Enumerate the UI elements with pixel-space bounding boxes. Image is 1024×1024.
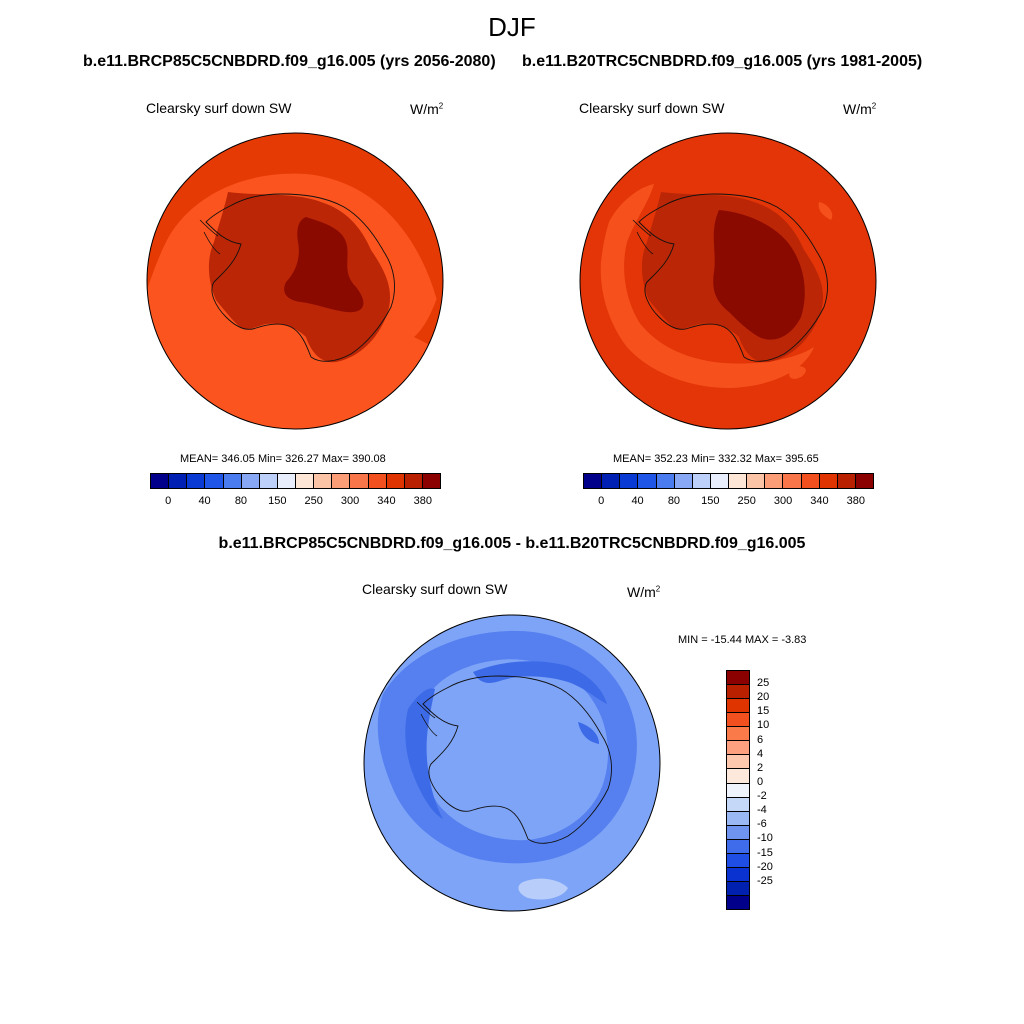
colorbar-tick-label: 380 bbox=[413, 495, 432, 507]
colorbar-tick-label: 40 bbox=[631, 495, 644, 507]
colorbar-swatch bbox=[332, 474, 351, 488]
colorbar-swatch bbox=[584, 474, 603, 488]
colorbar-swatch bbox=[727, 755, 749, 770]
colorbar-swatch bbox=[350, 474, 369, 488]
colorbar-swatch bbox=[368, 474, 387, 488]
colorbar-tick-label: 80 bbox=[234, 495, 248, 507]
colorbar-swatch bbox=[656, 474, 675, 488]
colorbar-swatch bbox=[837, 474, 856, 488]
colorbar-tick-label: 250 bbox=[737, 495, 756, 507]
colorbar-tick-label: 340 bbox=[810, 495, 829, 507]
colorbar-tick-label: -2 bbox=[757, 790, 767, 803]
colorbar-swatch bbox=[747, 474, 766, 488]
colorbar-tick-label: 20 bbox=[757, 691, 770, 704]
colorbar-tick-label: -20 bbox=[757, 860, 773, 873]
diff-polar-map bbox=[363, 614, 661, 912]
colorbar-tick-label: 150 bbox=[268, 495, 287, 507]
colorbar-tick-label: 6 bbox=[757, 733, 764, 746]
colorbar-swatch bbox=[674, 474, 693, 488]
colorbar-tick-label: 340 bbox=[377, 495, 396, 507]
colorbar-swatch bbox=[801, 474, 820, 488]
colorbar-swatch bbox=[187, 474, 206, 488]
colorbar-swatch bbox=[602, 474, 621, 488]
colorbar-swatch bbox=[727, 881, 749, 896]
colorbar-swatch bbox=[729, 474, 748, 488]
colorbar-tick-label: 2 bbox=[757, 761, 764, 774]
colorbar-swatch bbox=[223, 474, 242, 488]
colorbar-tick-label: -10 bbox=[757, 832, 773, 845]
colorbar-swatch bbox=[727, 727, 749, 742]
left-stats: MEAN= 346.05 Min= 326.27 Max= 390.08 bbox=[180, 453, 386, 465]
colorbar-swatch bbox=[727, 685, 749, 700]
colorbar-tick-label: -6 bbox=[757, 818, 767, 831]
right-run-title: b.e11.B20TRC5CNBDRD.f09_g16.005 (yrs 198… bbox=[522, 53, 923, 70]
colorbar-swatch bbox=[765, 474, 784, 488]
colorbar-swatch bbox=[727, 699, 749, 714]
colorbar-swatch bbox=[422, 474, 440, 488]
colorbar-swatch bbox=[855, 474, 873, 488]
colorbar-swatch bbox=[727, 853, 749, 868]
colorbar-tick-label: 0 bbox=[165, 495, 172, 507]
right-units: W/m2 bbox=[843, 101, 877, 117]
colorbar-tick-label: 0 bbox=[757, 775, 764, 788]
colorbar-tick-label: 300 bbox=[340, 495, 360, 507]
left-run-title: b.e11.BRCP85C5CNBDRD.f09_g16.005 (yrs 20… bbox=[83, 53, 496, 70]
colorbar-swatch bbox=[727, 867, 749, 882]
right-stats: MEAN= 352.23 Min= 332.32 Max= 395.65 bbox=[613, 453, 819, 465]
colorbar-tick-label: 80 bbox=[667, 495, 681, 507]
colorbar-swatch bbox=[692, 474, 711, 488]
colorbar-tick-label: 0 bbox=[598, 495, 605, 507]
colorbar-swatch bbox=[638, 474, 657, 488]
colorbar-tick-label: -15 bbox=[757, 846, 773, 859]
colorbar-swatch bbox=[727, 713, 749, 728]
colorbar-swatch bbox=[819, 474, 838, 488]
left-units: W/m2 bbox=[410, 101, 444, 117]
colorbar-swatch bbox=[296, 474, 315, 488]
colorbar-swatch bbox=[727, 839, 749, 854]
diff-variable-label: Clearsky surf down SW bbox=[362, 581, 508, 597]
diff-stats: MIN = -15.44 MAX = -3.83 bbox=[678, 634, 807, 646]
colorbar-swatch bbox=[241, 474, 260, 488]
diff-colorbar bbox=[726, 670, 750, 910]
colorbar-tick-label: 150 bbox=[701, 495, 720, 507]
colorbar-swatch bbox=[727, 783, 749, 798]
colorbar-swatch bbox=[151, 474, 170, 488]
colorbar-tick-label: -25 bbox=[757, 874, 773, 887]
left-variable-label: Clearsky surf down SW bbox=[146, 100, 292, 116]
colorbar-swatch bbox=[620, 474, 639, 488]
right-variable-label: Clearsky surf down SW bbox=[579, 100, 725, 116]
colorbar-tick-label: 10 bbox=[757, 719, 770, 732]
left-polar-map bbox=[146, 132, 444, 430]
colorbar-swatch bbox=[259, 474, 278, 488]
colorbar-swatch bbox=[404, 474, 423, 488]
right-polar-map bbox=[579, 132, 877, 430]
colorbar-swatch bbox=[710, 474, 729, 488]
colorbar-tick-label: 250 bbox=[304, 495, 323, 507]
diff-units: W/m2 bbox=[627, 584, 661, 600]
colorbar-tick-label: 40 bbox=[198, 495, 211, 507]
colorbar-tick-label: 300 bbox=[773, 495, 793, 507]
colorbar-swatch bbox=[727, 741, 749, 756]
colorbar-tick-label: 380 bbox=[846, 495, 865, 507]
colorbar-tick-label: 4 bbox=[757, 747, 764, 760]
colorbar-swatch bbox=[727, 811, 749, 826]
left-colorbar bbox=[150, 473, 441, 489]
colorbar-swatch bbox=[727, 896, 749, 910]
colorbar-tick-label: 25 bbox=[757, 677, 770, 690]
colorbar-swatch bbox=[386, 474, 405, 488]
diff-run-title: b.e11.BRCP85C5CNBDRD.f09_g16.005 - b.e11… bbox=[218, 535, 806, 552]
colorbar-swatch bbox=[727, 671, 749, 686]
colorbar-swatch bbox=[783, 474, 802, 488]
colorbar-swatch bbox=[277, 474, 296, 488]
colorbar-swatch bbox=[727, 769, 749, 784]
colorbar-swatch bbox=[205, 474, 224, 488]
colorbar-swatch bbox=[169, 474, 188, 488]
right-colorbar bbox=[583, 473, 874, 489]
colorbar-swatch bbox=[727, 797, 749, 812]
colorbar-swatch bbox=[727, 825, 749, 840]
colorbar-tick-label: -4 bbox=[757, 804, 767, 817]
colorbar-swatch bbox=[314, 474, 333, 488]
colorbar-tick-label: 15 bbox=[757, 705, 770, 718]
figure-title: DJF bbox=[488, 12, 536, 42]
